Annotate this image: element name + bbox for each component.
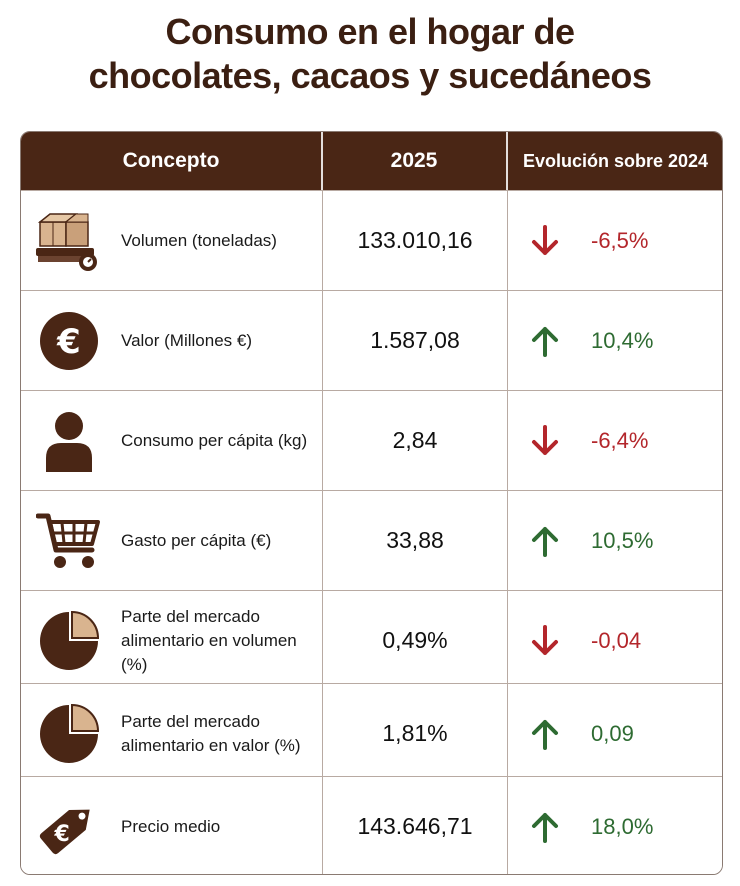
euro-icon: € xyxy=(21,291,116,390)
row-value: 1.587,08 xyxy=(370,327,460,353)
consumption-table: Concepto 2025 Evolución sobre 2024 Volum… xyxy=(20,131,723,875)
title-line-1: Consumo en el hogar de xyxy=(165,11,575,52)
row-value: 1,81% xyxy=(382,720,448,746)
arrow-up-icon xyxy=(532,719,558,750)
row-evolution: 18,0% xyxy=(509,777,722,874)
evolution-value: 10,5% xyxy=(591,527,654,553)
table-row: Gasto per cápita (€) 33,88 10,5% xyxy=(21,490,722,590)
row-evolution: -6,4% xyxy=(509,391,722,490)
row-value: 143.646,71 xyxy=(357,813,473,839)
row-evolution: 10,5% xyxy=(509,491,722,590)
table-row: € Precio medio 143.646,71 18,0% xyxy=(21,776,722,874)
title-line-2: chocolates, cacaos y sucedáneos xyxy=(88,55,652,96)
row-label: Consumo per cápita (kg) xyxy=(121,430,308,450)
arrow-up-icon xyxy=(532,812,558,843)
table-row: € Valor (Millones €) 1.587,08 10,4% xyxy=(21,290,722,390)
evolution-value: 10,4% xyxy=(591,327,654,353)
table-row: Parte del mercado alimentario en valor (… xyxy=(21,683,722,783)
pie-chart-icon xyxy=(21,591,116,690)
shopping-cart-icon xyxy=(21,491,116,590)
row-evolution: 10,4% xyxy=(509,291,722,390)
pie-chart-icon xyxy=(21,684,116,783)
row-label: Parte del mercado alimentario en volumen… xyxy=(121,606,297,674)
evolution-value: -6,5% xyxy=(591,227,649,253)
row-value: 133.010,16 xyxy=(357,227,473,253)
row-label: Valor (Millones €) xyxy=(121,330,253,350)
header-concept: Concepto xyxy=(122,149,220,172)
header-divider xyxy=(506,132,508,190)
evolution-value: -0,04 xyxy=(591,627,642,653)
price-tag-euro-icon: € xyxy=(21,777,116,874)
header-divider xyxy=(321,132,323,190)
row-evolution: -0,04 xyxy=(509,591,722,690)
arrow-down-icon xyxy=(532,424,558,455)
arrow-up-icon xyxy=(532,526,558,557)
row-value: 2,84 xyxy=(392,427,438,453)
row-evolution: 0,09 xyxy=(509,684,722,783)
table-row: Volumen (toneladas) 133.010,16 -6,5% xyxy=(21,190,722,290)
table-row: Consumo per cápita (kg) 2,84 -6,4% xyxy=(21,390,722,490)
row-label: Volumen (toneladas) xyxy=(121,230,277,250)
evolution-value: 0,09 xyxy=(591,720,634,746)
header-year: 2025 xyxy=(390,149,438,172)
table-row: Parte del mercado alimentario en volumen… xyxy=(21,590,722,690)
row-value: 33,88 xyxy=(386,527,444,553)
evolution-value: 18,0% xyxy=(591,813,654,839)
row-label: Parte del mercado alimentario en valor (… xyxy=(121,711,301,755)
arrow-up-icon xyxy=(532,326,558,357)
table-header: Concepto 2025 Evolución sobre 2024 xyxy=(21,132,722,190)
column-divider xyxy=(322,190,323,874)
page-title: Consumo en el hogar de chocolates, cacao… xyxy=(0,10,740,98)
evolution-value: -6,4% xyxy=(591,427,649,453)
row-label: Precio medio xyxy=(121,816,221,836)
row-label: Gasto per cápita (€) xyxy=(121,530,272,550)
svg-text:€: € xyxy=(53,821,69,846)
person-icon xyxy=(21,391,116,490)
arrow-down-icon xyxy=(532,624,558,655)
column-divider xyxy=(507,190,508,874)
header-evolution: Evolución sobre 2024 xyxy=(522,151,709,171)
svg-text:€: € xyxy=(56,322,81,362)
row-value: 0,49% xyxy=(382,627,448,653)
arrow-down-icon xyxy=(532,224,558,255)
row-evolution: -6,5% xyxy=(509,191,722,290)
boxes-scale-icon xyxy=(21,191,116,290)
